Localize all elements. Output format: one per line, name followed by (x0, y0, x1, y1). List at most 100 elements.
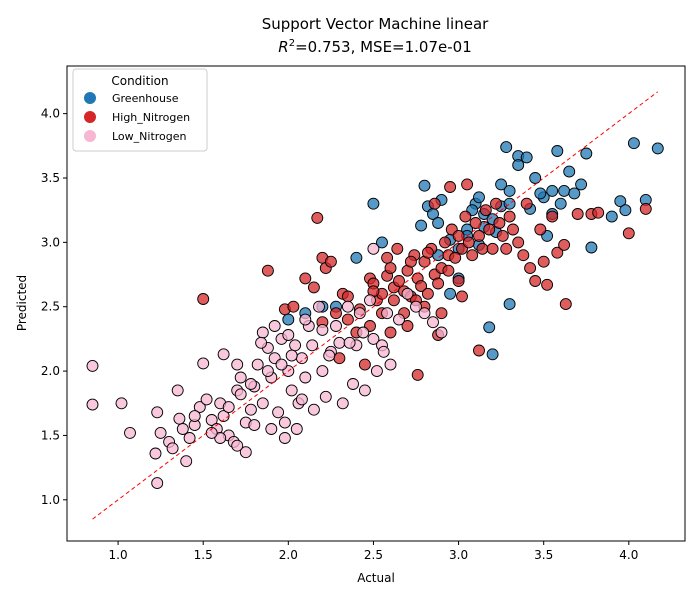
data-point (500, 242, 513, 255)
data-point (476, 242, 489, 255)
data-point (323, 349, 336, 362)
data-point (529, 172, 542, 184)
data-point (180, 455, 193, 468)
data-point (432, 217, 445, 229)
data-point (275, 358, 288, 371)
data-point (580, 147, 593, 160)
legend-items: Greenhouse High_Nitrogen Low_Nitrogen (84, 92, 190, 143)
y-tick-label: 3.0 (41, 235, 60, 249)
y-tick-label: 2.5 (41, 300, 60, 314)
data-point (285, 349, 298, 362)
data-point (551, 145, 564, 157)
data-point (503, 210, 516, 223)
data-point (350, 251, 363, 264)
data-point (469, 217, 482, 229)
data-point (222, 401, 235, 414)
data-point (563, 165, 576, 178)
x-tick-label: 1.0 (109, 548, 128, 562)
data-point (295, 393, 308, 406)
legend-marker (84, 92, 96, 104)
data-point (333, 336, 346, 349)
data-point (415, 219, 428, 232)
data-point (404, 255, 417, 268)
data-point (343, 336, 356, 349)
data-point (381, 251, 394, 264)
data-point (486, 348, 499, 361)
data-point (639, 202, 652, 215)
data-point (244, 378, 257, 390)
data-point (651, 142, 664, 155)
data-point (367, 332, 380, 345)
data-point (367, 197, 380, 210)
data-point (200, 393, 213, 406)
reference-line (92, 91, 659, 520)
data-point (234, 388, 247, 401)
data-point (86, 398, 99, 411)
data-point (507, 223, 519, 236)
data-point (384, 262, 397, 275)
plot-area (86, 91, 664, 520)
data-point (261, 264, 274, 277)
legend-title: Condition (111, 74, 168, 88)
data-point (411, 368, 424, 381)
legend-frame (72, 68, 208, 152)
x-tick-label: 1.5 (194, 548, 213, 562)
data-point (473, 229, 485, 242)
data-point (551, 246, 564, 259)
data-point (483, 223, 496, 236)
data-point (244, 403, 257, 416)
data-point (364, 294, 376, 307)
data-point (614, 195, 627, 208)
data-point (421, 246, 434, 259)
data-point (575, 178, 588, 191)
subtitle-rest: =0.753, MSE=1.07e-01 (295, 38, 472, 56)
legend-marker (84, 111, 96, 123)
data-point (261, 365, 274, 378)
data-point (486, 242, 499, 255)
data-point (503, 298, 516, 311)
legend: Condition Greenhouse High_Nitrogen Low_Nit… (72, 68, 208, 152)
data-point (391, 242, 404, 255)
data-point (256, 326, 269, 339)
data-point (197, 293, 210, 305)
data-point (319, 390, 332, 403)
data-point (452, 229, 465, 242)
data-point (495, 178, 508, 191)
y-tick-label: 3.5 (41, 171, 60, 185)
data-point (393, 275, 405, 287)
data-point (393, 313, 405, 326)
y-tick-label: 4.0 (41, 107, 60, 121)
data-point (554, 197, 567, 210)
data-point (387, 294, 400, 307)
data-point (311, 211, 324, 224)
plot-frame (66, 65, 686, 542)
data-point (282, 313, 295, 326)
y-axis-ticks: 1.0 1.5 2.0 2.5 3.0 3.5 4.0 (41, 107, 67, 507)
data-point (512, 159, 525, 172)
data-point (290, 423, 303, 435)
x-tick-label: 2.5 (364, 548, 383, 562)
data-point (571, 208, 584, 220)
data-point (183, 432, 196, 444)
data-point (410, 300, 422, 313)
data-point (278, 416, 291, 429)
data-point (272, 406, 285, 419)
data-point (490, 197, 502, 210)
data-point (432, 277, 445, 290)
data-point (619, 204, 632, 217)
data-point (459, 210, 472, 223)
data-point (622, 227, 635, 240)
x-tick-label: 3.5 (534, 548, 553, 562)
subtitle-r: R (278, 38, 288, 56)
data-point (299, 371, 312, 384)
data-point (306, 339, 319, 352)
data-point (435, 326, 448, 339)
data-point (517, 249, 530, 262)
data-point (461, 178, 474, 191)
data-point (384, 326, 397, 339)
data-point (336, 397, 349, 410)
data-point (313, 300, 325, 313)
data-point (473, 191, 485, 204)
data-point (341, 300, 354, 313)
series-low-nitrogen (86, 242, 448, 490)
